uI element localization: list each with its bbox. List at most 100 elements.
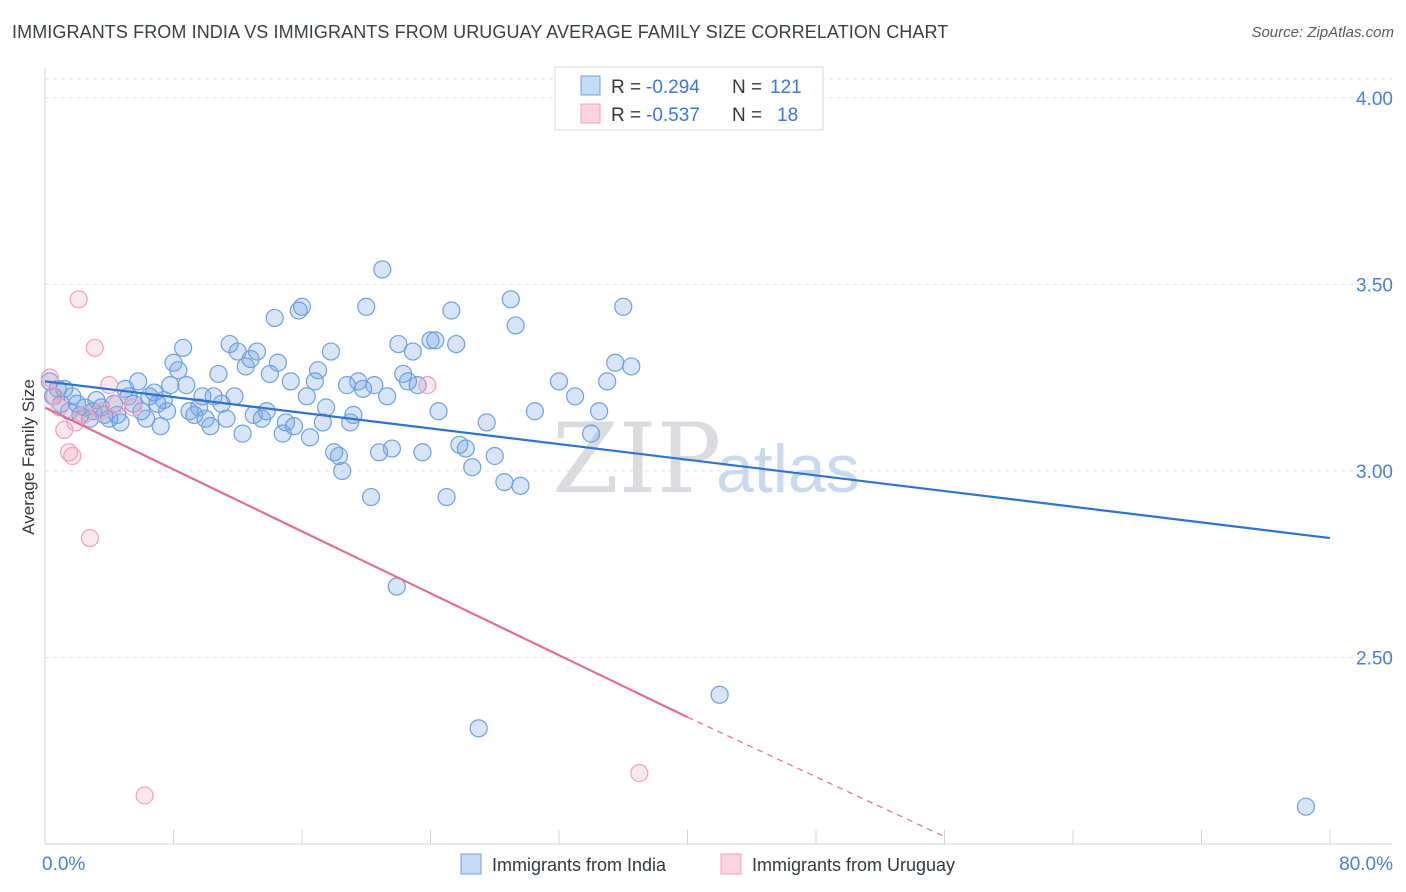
watermark-atlas: atlas	[716, 431, 860, 507]
y-tick-label: 3.50	[1356, 275, 1393, 296]
india-point	[365, 376, 384, 395]
axes	[44, 68, 1392, 845]
india-point	[501, 290, 520, 309]
series-legend-swatch-uruguay	[720, 853, 742, 875]
y-tick-label: 2.50	[1356, 648, 1393, 669]
india-trend-line	[44, 380, 1331, 540]
india-point	[137, 409, 156, 428]
india-point	[382, 439, 402, 458]
india-point	[421, 331, 440, 350]
x-tick-label: 0.0%	[42, 854, 85, 875]
uruguay-point	[63, 446, 82, 466]
uruguay-point	[80, 528, 100, 548]
stats-legend: R = -0.294 N = 121 R = -0.537 N = 18	[554, 66, 824, 131]
legend-uruguay-r-value: -0.537	[646, 105, 700, 126]
india-point	[157, 402, 177, 421]
legend-india-n-value: 121	[770, 77, 802, 98]
india-point	[257, 402, 276, 421]
india-point	[316, 398, 336, 417]
uruguay-point	[85, 338, 104, 357]
legend-uruguay-n-value: 18	[777, 105, 798, 126]
india-point	[463, 458, 482, 477]
legend-india-r-value: -0.294	[646, 77, 700, 98]
india-point	[300, 428, 320, 447]
india-point	[353, 379, 373, 398]
india-point	[495, 473, 514, 492]
india-point	[247, 342, 267, 361]
india-point	[590, 402, 609, 421]
india-point	[606, 353, 625, 372]
india-point	[525, 402, 545, 421]
india-point	[161, 376, 180, 395]
india-point	[614, 297, 633, 316]
india-point	[398, 372, 418, 391]
india-point	[447, 334, 466, 354]
india-point	[426, 331, 445, 350]
india-point	[217, 409, 236, 428]
india-point	[389, 334, 408, 354]
legend-swatch-uruguay	[580, 103, 601, 124]
india-point	[174, 338, 193, 357]
india-point	[549, 372, 569, 391]
india-point	[241, 349, 260, 369]
india-point	[582, 424, 601, 443]
legend-india-n-label: N =	[732, 77, 762, 98]
india-point	[233, 424, 252, 443]
india-point	[190, 398, 209, 417]
y-tick-label: 3.00	[1356, 462, 1393, 483]
india-point	[225, 387, 244, 406]
india-point	[469, 719, 488, 738]
uruguay-point	[108, 394, 127, 413]
india-point	[284, 417, 304, 436]
india-point	[565, 387, 585, 406]
india-point	[305, 372, 324, 391]
uruguay-point	[630, 764, 649, 783]
india-point	[292, 297, 312, 316]
india-point	[361, 487, 381, 507]
india-point	[321, 342, 341, 361]
india-point	[710, 685, 729, 704]
india-point	[378, 387, 397, 406]
legend-uruguay-n-label: N =	[732, 105, 762, 126]
india-point	[403, 342, 422, 361]
india-point	[622, 357, 641, 376]
uruguay-point	[418, 376, 437, 395]
india-point	[281, 372, 300, 391]
india-point	[265, 308, 284, 328]
india-point	[1296, 797, 1316, 816]
y-axis-label: Average Family Size	[19, 379, 38, 535]
source-label: Source: ZipAtlas.com	[1251, 24, 1394, 41]
india-point	[408, 376, 427, 395]
trend-lines	[44, 380, 1331, 838]
legend-uruguay-r-label: R =	[611, 105, 641, 126]
uruguay-point	[135, 786, 154, 805]
tick-labels: 2.50 3.00 3.50 4.00 0.0% 80.0%	[42, 89, 1393, 875]
uruguay-point	[45, 387, 64, 406]
india-point	[485, 446, 504, 466]
uruguay-point	[100, 376, 119, 395]
uruguay-point	[74, 405, 93, 425]
india-point	[456, 439, 475, 458]
india-point	[437, 487, 456, 507]
legend-swatch-india	[580, 75, 601, 96]
data-points	[40, 260, 1316, 816]
india-point	[506, 316, 525, 335]
series-legend: Immigrants from India Immigrants from Ur…	[460, 853, 955, 875]
india-point	[344, 405, 363, 425]
india-point	[297, 387, 316, 406]
india-point	[268, 353, 288, 372]
x-tick-label: 80.0%	[1339, 854, 1393, 875]
uruguay-trend-line	[44, 406, 688, 719]
india-point	[333, 461, 352, 481]
uruguay-trend-extension	[687, 716, 945, 838]
india-point	[129, 372, 148, 391]
watermark-zip: ZIP	[552, 403, 721, 515]
india-point	[413, 443, 432, 462]
india-point	[511, 476, 530, 495]
uruguay-point	[92, 402, 111, 421]
chart-title: IMMIGRANTS FROM INDIA VS IMMIGRANTS FROM…	[12, 22, 949, 42]
india-point	[598, 372, 617, 391]
india-point	[313, 413, 332, 432]
india-point	[308, 361, 328, 380]
